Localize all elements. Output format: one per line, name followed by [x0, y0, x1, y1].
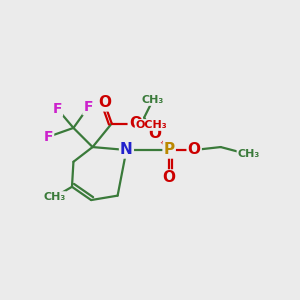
Text: CH₃: CH₃: [43, 192, 65, 202]
Text: O: O: [129, 116, 142, 131]
Text: OCH₃: OCH₃: [136, 120, 167, 130]
Text: F: F: [83, 100, 93, 114]
Text: CH₃: CH₃: [238, 149, 260, 159]
Text: N: N: [120, 142, 133, 158]
Text: O: O: [98, 95, 111, 110]
Text: F: F: [44, 130, 53, 144]
Text: CH₃: CH₃: [142, 95, 164, 105]
Text: P: P: [164, 142, 175, 158]
Text: O: O: [148, 126, 161, 141]
Text: F: F: [52, 102, 62, 116]
Text: O: O: [188, 142, 201, 158]
Text: O: O: [163, 170, 176, 185]
